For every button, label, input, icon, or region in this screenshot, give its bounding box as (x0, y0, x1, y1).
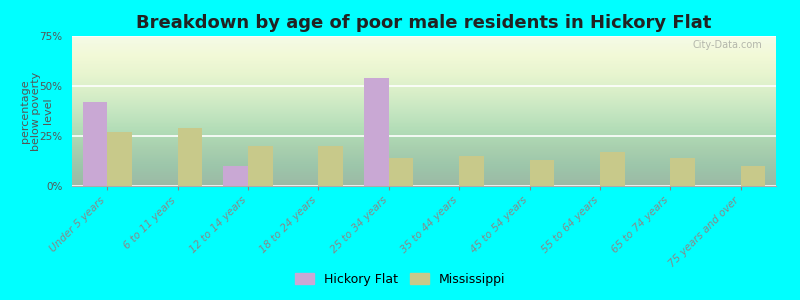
Text: City-Data.com: City-Data.com (692, 40, 762, 50)
Bar (530, 160, 554, 186)
Bar (364, 78, 389, 186)
Legend: Hickory Flat, Mississippi: Hickory Flat, Mississippi (290, 268, 510, 291)
Bar (318, 146, 343, 186)
Bar (459, 156, 484, 186)
Bar (248, 146, 273, 186)
Title: Breakdown by age of poor male residents in Hickory Flat: Breakdown by age of poor male residents … (136, 14, 712, 32)
Bar (223, 166, 248, 186)
Bar (389, 158, 414, 186)
Bar (107, 132, 132, 186)
Bar (670, 158, 695, 186)
Bar (741, 166, 766, 186)
Bar (178, 128, 202, 186)
Bar (82, 102, 107, 186)
Bar (600, 152, 625, 186)
Y-axis label: percentage
below poverty
level: percentage below poverty level (20, 71, 53, 151)
